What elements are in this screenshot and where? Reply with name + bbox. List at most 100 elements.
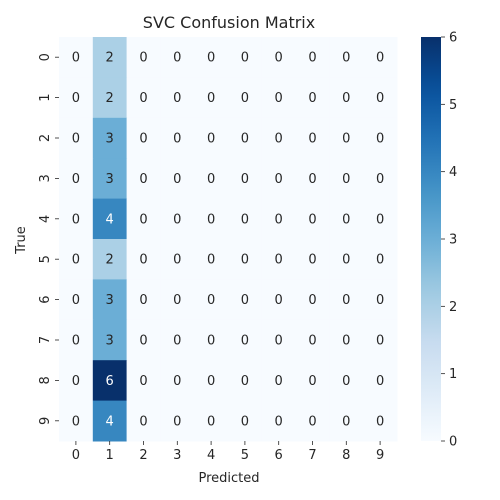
heatmap-cell: [194, 77, 229, 119]
heatmap-cell: [228, 360, 263, 402]
cell-value-label: 0: [173, 51, 181, 66]
colorbar-tick-label: 3: [449, 233, 457, 248]
heatmap-cell: [363, 400, 398, 442]
heatmap-cell: [261, 198, 297, 240]
cell-value-label: 0: [72, 212, 80, 227]
x-tick-label: 2: [139, 448, 147, 463]
heatmap-cell: [194, 360, 229, 402]
cell-value-label: 0: [308, 374, 316, 389]
cell-value-label: 0: [173, 212, 181, 227]
heatmap-cell: [329, 319, 364, 361]
colorbar-tick-label: 1: [449, 367, 457, 382]
heatmap-cell: [194, 158, 229, 200]
cell-value-label: 0: [275, 91, 283, 106]
heatmap-cell: [92, 198, 128, 240]
heatmap-cell: [295, 198, 330, 240]
cell-value-label: 0: [308, 91, 316, 106]
cell-value-label: 0: [376, 132, 384, 147]
cell-value-label: 0: [241, 212, 249, 227]
cell-value-label: 0: [207, 51, 215, 66]
x-tick-label: 3: [173, 448, 181, 463]
cell-value-label: 0: [308, 293, 316, 308]
heatmap-cell: [329, 77, 364, 119]
heatmap-cell: [363, 158, 398, 200]
heatmap-cell: [295, 37, 330, 78]
heatmap-cell: [228, 319, 263, 361]
heatmap-cell: [126, 198, 161, 240]
heatmap-cell: [126, 37, 161, 78]
heatmap-cell: [363, 319, 398, 361]
heatmap-cells: 0 2 0 0 0 0 0 0 0 0 0 2 0 0 0 0 0 0 0 0 0 3 0 0 0 0 0 0 0 0 0 3 0 0 0 0 0 0 0 0…: [59, 37, 398, 442]
cell-value-label: 3: [106, 334, 114, 349]
cell-value-label: 3: [106, 293, 114, 308]
heatmap-cell: [160, 77, 195, 119]
heatmap-cell: [194, 117, 229, 159]
y-tick-label: 1: [38, 93, 53, 101]
chart-title: SVC Confusion Matrix: [143, 13, 315, 32]
heatmap-cell: [329, 239, 364, 280]
heatmap-cell: [228, 37, 263, 78]
heatmap-cell: [126, 279, 161, 321]
y-axis-ticks: 0 1 2 3 4 5 6 7 8 9: [38, 53, 59, 425]
cell-value-label: 0: [207, 212, 215, 227]
heatmap-cell: [363, 117, 398, 159]
cell-value-label: 0: [139, 374, 147, 389]
cell-value-label: 0: [376, 334, 384, 349]
cell-value-label: 2: [106, 253, 114, 268]
heatmap-cell: [295, 279, 330, 321]
heatmap-cell: [329, 198, 364, 240]
cell-value-label: 0: [207, 374, 215, 389]
cell-value-label: 0: [275, 132, 283, 147]
cell-value-label: 0: [173, 132, 181, 147]
cell-value-label: 0: [139, 51, 147, 66]
cell-value-label: 0: [207, 334, 215, 349]
cell-value-label: 0: [139, 293, 147, 308]
cell-value-label: 0: [376, 172, 384, 187]
heatmap-cell: [92, 400, 128, 442]
cell-value-label: 0: [376, 51, 384, 66]
heatmap-cell: [160, 239, 195, 280]
heatmap-cell: [261, 77, 297, 119]
cell-value-label: 0: [342, 293, 350, 308]
cell-value-label: 0: [342, 414, 350, 429]
heatmap-cell: [59, 400, 94, 442]
x-axis-ticks: 0 1 2 3 4 5 6 7 8 9: [72, 441, 384, 463]
cell-value-label: 0: [207, 253, 215, 268]
x-tick-label: 4: [207, 448, 215, 463]
cell-value-label: 3: [106, 172, 114, 187]
heatmap-cell: [92, 77, 128, 119]
cell-value-label: 0: [241, 132, 249, 147]
cell-value-label: 0: [275, 51, 283, 66]
colorbar-tick-label: 2: [449, 300, 457, 315]
y-tick-label: 8: [38, 376, 53, 384]
cell-value-label: 0: [72, 253, 80, 268]
colorbar: 0 1 2 3 4 5 6: [421, 31, 457, 450]
heatmap-cell: [126, 400, 161, 442]
colorbar-tick-label: 5: [449, 98, 457, 113]
cell-value-label: 0: [342, 212, 350, 227]
cell-value-label: 0: [207, 293, 215, 308]
x-tick-label: 8: [342, 448, 350, 463]
cell-value-label: 0: [275, 212, 283, 227]
cell-value-label: 0: [275, 374, 283, 389]
cell-value-label: 0: [72, 374, 80, 389]
heatmap-cell: [59, 198, 94, 240]
heatmap-cell: [329, 400, 364, 442]
cell-value-label: 0: [308, 212, 316, 227]
cell-value-label: 0: [376, 414, 384, 429]
heatmap-cell: [59, 360, 94, 402]
heatmap-cell: [92, 360, 128, 402]
cell-value-label: 0: [308, 172, 316, 187]
heatmap-cell: [329, 279, 364, 321]
heatmap-cell: [92, 158, 128, 200]
heatmap-cell: [363, 77, 398, 119]
x-tick-label: 0: [72, 448, 80, 463]
heatmap-cell: [59, 37, 94, 78]
heatmap-cell: [295, 158, 330, 200]
cell-value-label: 0: [139, 414, 147, 429]
cell-value-label: 0: [342, 51, 350, 66]
heatmap-cell: [261, 360, 297, 402]
heatmap-cell: [261, 239, 297, 280]
heatmap-cell: [295, 239, 330, 280]
heatmap-cell: [160, 37, 195, 78]
